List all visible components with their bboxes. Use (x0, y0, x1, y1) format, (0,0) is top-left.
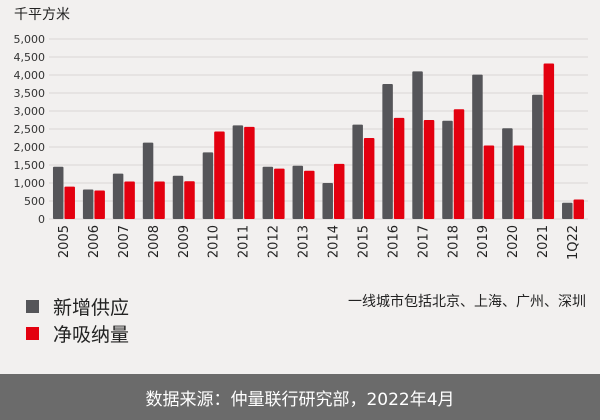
bar-net-absorption (184, 181, 195, 219)
x-tick-label: 2007 (117, 225, 132, 258)
x-tick-label: 2008 (147, 225, 162, 258)
bar-net-absorption (333, 163, 345, 219)
bar-net-absorption (453, 109, 465, 219)
bar-new-supply (412, 71, 423, 220)
x-tick-label: 2010 (207, 225, 222, 258)
y-tick-label: 1,500 (14, 159, 46, 172)
bar-net-absorption (543, 63, 555, 220)
y-tick-label: 5,000 (14, 33, 46, 46)
x-tick-label: 2006 (87, 225, 102, 258)
y-tick-label: 4,500 (14, 51, 46, 64)
legend-label-new-supply: 新增供应 (53, 297, 130, 319)
bar-new-supply (262, 166, 274, 219)
bar-net-absorption (363, 138, 375, 219)
bar-new-supply (52, 166, 64, 219)
bar-net-absorption (573, 199, 585, 219)
bar-new-supply (532, 94, 543, 219)
city-note: 一线城市包括北京、上海、广州、深圳 (348, 294, 586, 310)
bar-new-supply (502, 128, 513, 219)
x-tick-label: 2016 (386, 225, 401, 258)
bar-net-absorption (423, 120, 435, 219)
bar-chart: 5,000 4,500 4,000 3,500 3,000 2,500 2,000 1,500… (14, 33, 588, 260)
legend-label-net-absorption: 净吸纳量 (53, 324, 130, 346)
y-tick-label: 2,500 (14, 123, 46, 136)
x-tick-label: 2011 (237, 225, 252, 258)
x-tick-label: 2017 (416, 225, 431, 258)
bar-net-absorption (274, 168, 285, 219)
bar-net-absorption (244, 126, 255, 219)
x-tick-label: 2014 (326, 225, 341, 258)
legend-swatch-new-supply (26, 300, 39, 313)
y-tick-label: 500 (24, 195, 45, 208)
y-tick-label: 2,000 (14, 141, 46, 154)
bar-net-absorption (483, 145, 495, 219)
x-tick-label: 2015 (356, 225, 371, 258)
bar-new-supply (172, 175, 184, 219)
y-tick-label: 3,000 (14, 105, 46, 118)
bar-new-supply (322, 183, 333, 219)
legend-item-net-absorption: 净吸纳量 (26, 320, 129, 347)
source-footer: 数据来源：仲量联行研究部，2022年4月 (0, 374, 600, 420)
legend-item-new-supply: 新增供应 (26, 293, 129, 320)
x-tick-label: 2018 (446, 225, 461, 258)
bar-net-absorption (94, 190, 105, 219)
bar-net-absorption (124, 181, 135, 219)
bar-net-absorption (64, 186, 75, 219)
x-tick-label: 2005 (57, 225, 72, 258)
x-tick-label: 2009 (177, 225, 192, 258)
bar-new-supply (352, 124, 363, 219)
legend-swatch-net-absorption (26, 327, 39, 340)
bar-net-absorption (304, 170, 315, 219)
bar-net-absorption (154, 181, 165, 219)
bar-new-supply (202, 152, 214, 219)
bar-net-absorption (214, 131, 225, 219)
y-axis-unit-label: 千平方米 (14, 7, 70, 23)
x-tick-label: 1Q22 (566, 225, 581, 260)
bar-new-supply (442, 120, 453, 219)
x-tick-label: 2020 (506, 225, 521, 258)
bar-new-supply (112, 173, 124, 219)
y-tick-label: 1,000 (14, 177, 46, 190)
bar-new-supply (82, 189, 94, 219)
y-tick-label: 0 (38, 213, 45, 226)
bar-new-supply (472, 74, 483, 219)
y-tick-label: 4,000 (14, 69, 46, 82)
bar-net-absorption (513, 145, 525, 219)
bar-new-supply (382, 84, 393, 219)
source-text: 数据来源：仲量联行研究部，2022年4月 (145, 389, 455, 410)
x-tick-label: 2021 (536, 225, 551, 258)
x-tick-label: 2013 (297, 225, 312, 258)
x-tick-label: 2019 (476, 225, 491, 258)
bar-new-supply (292, 165, 304, 219)
y-tick-label: 3,500 (14, 87, 46, 100)
bar-net-absorption (393, 117, 405, 219)
bar-new-supply (562, 202, 573, 219)
bar-new-supply (142, 142, 154, 219)
bar-new-supply (232, 125, 244, 219)
x-tick-label: 2012 (267, 225, 282, 258)
